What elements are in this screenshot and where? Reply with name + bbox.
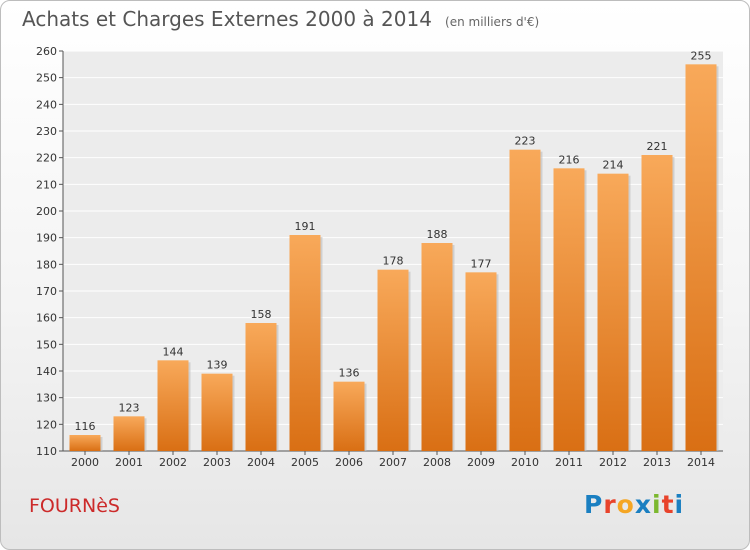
x-tick-label: 2010 (511, 456, 539, 469)
y-tick-label: 200 (36, 205, 57, 218)
value-label-2001: 123 (119, 401, 140, 414)
proxiti-logo[interactable]: Proxiti (584, 490, 684, 519)
value-label-2010: 223 (515, 135, 536, 148)
value-label-2012: 214 (603, 159, 624, 172)
value-label-2014: 255 (691, 49, 712, 62)
bar-2011 (553, 168, 585, 452)
bar-2012 (597, 173, 629, 451)
commune-name: FOURNèS (29, 495, 120, 517)
y-tick-label: 150 (36, 338, 57, 351)
bar-2003 (201, 373, 233, 451)
bar-2008 (421, 243, 453, 451)
value-label-2004: 158 (251, 308, 272, 321)
y-tick-label: 250 (36, 72, 57, 85)
bar-2014 (685, 64, 717, 452)
y-tick-label: 130 (36, 392, 57, 405)
value-label-2006: 136 (339, 367, 360, 380)
bar-2000 (69, 435, 101, 451)
x-tick-label: 2008 (423, 456, 451, 469)
y-tick-label: 240 (36, 98, 57, 111)
y-tick-label: 110 (36, 445, 57, 458)
logo-letter: o (616, 490, 635, 519)
bar-2009 (465, 272, 497, 451)
y-tick-label: 210 (36, 178, 57, 191)
y-tick-label: 190 (36, 232, 57, 245)
x-tick-label: 2000 (71, 456, 99, 469)
y-tick-label: 160 (36, 312, 57, 325)
x-tick-label: 2002 (159, 456, 187, 469)
bar-2005 (289, 235, 321, 451)
chart-title: Achats et Charges Externes 2000 à 2014 (22, 7, 432, 31)
logo-letter: P (584, 490, 604, 519)
y-tick-label: 120 (36, 418, 57, 431)
value-labels: 116 123 144 139 158 191 136 178 188 177 223 216 214 2… (75, 49, 712, 433)
x-tick-label: 2011 (555, 456, 583, 469)
x-tick-label: 2014 (687, 456, 715, 469)
value-label-2008: 188 (427, 228, 448, 241)
value-label-2009: 177 (471, 257, 492, 270)
x-tick-label: 2001 (115, 456, 143, 469)
logo-letter: i (652, 490, 662, 519)
bar-2004 (245, 323, 277, 451)
value-label-2005: 191 (295, 220, 316, 233)
y-tick-label: 260 (36, 45, 57, 58)
y-tick-label: 220 (36, 152, 57, 165)
x-tick-label: 2006 (335, 456, 363, 469)
value-label-2000: 116 (75, 420, 96, 433)
value-label-2013: 221 (647, 140, 668, 153)
y-tick-label: 180 (36, 258, 57, 271)
logo-letter: x (634, 490, 652, 519)
value-label-2011: 216 (559, 153, 580, 166)
value-label-2007: 178 (383, 255, 404, 268)
x-tick-label: 2007 (379, 456, 407, 469)
value-label-2003: 139 (207, 359, 228, 372)
x-tick-label: 2005 (291, 456, 319, 469)
bars (69, 64, 719, 452)
y-tick-label: 140 (36, 365, 57, 378)
x-tick-label: 2012 (599, 456, 627, 469)
x-tick-label: 2013 (643, 456, 671, 469)
x-tick-label: 2009 (467, 456, 495, 469)
bar-2006 (333, 381, 365, 451)
bar-2002 (157, 360, 189, 451)
bar-2007 (377, 269, 409, 451)
value-label-2002: 144 (163, 345, 184, 358)
y-tick-label: 170 (36, 285, 57, 298)
logo-letter: i (674, 490, 685, 519)
logo-letter: r (603, 490, 617, 519)
title-row: Achats et Charges Externes 2000 à 2014 (… (22, 7, 539, 31)
bar-2010 (509, 149, 541, 451)
x-tick-label: 2004 (247, 456, 275, 469)
logo-letter: t (661, 490, 675, 519)
chart-subtitle: (en milliers d'€) (445, 15, 540, 29)
bar-2001 (113, 416, 145, 451)
x-tick-label: 2003 (203, 456, 231, 469)
y-tick-label: 230 (36, 125, 57, 138)
bar-2013 (641, 155, 673, 451)
